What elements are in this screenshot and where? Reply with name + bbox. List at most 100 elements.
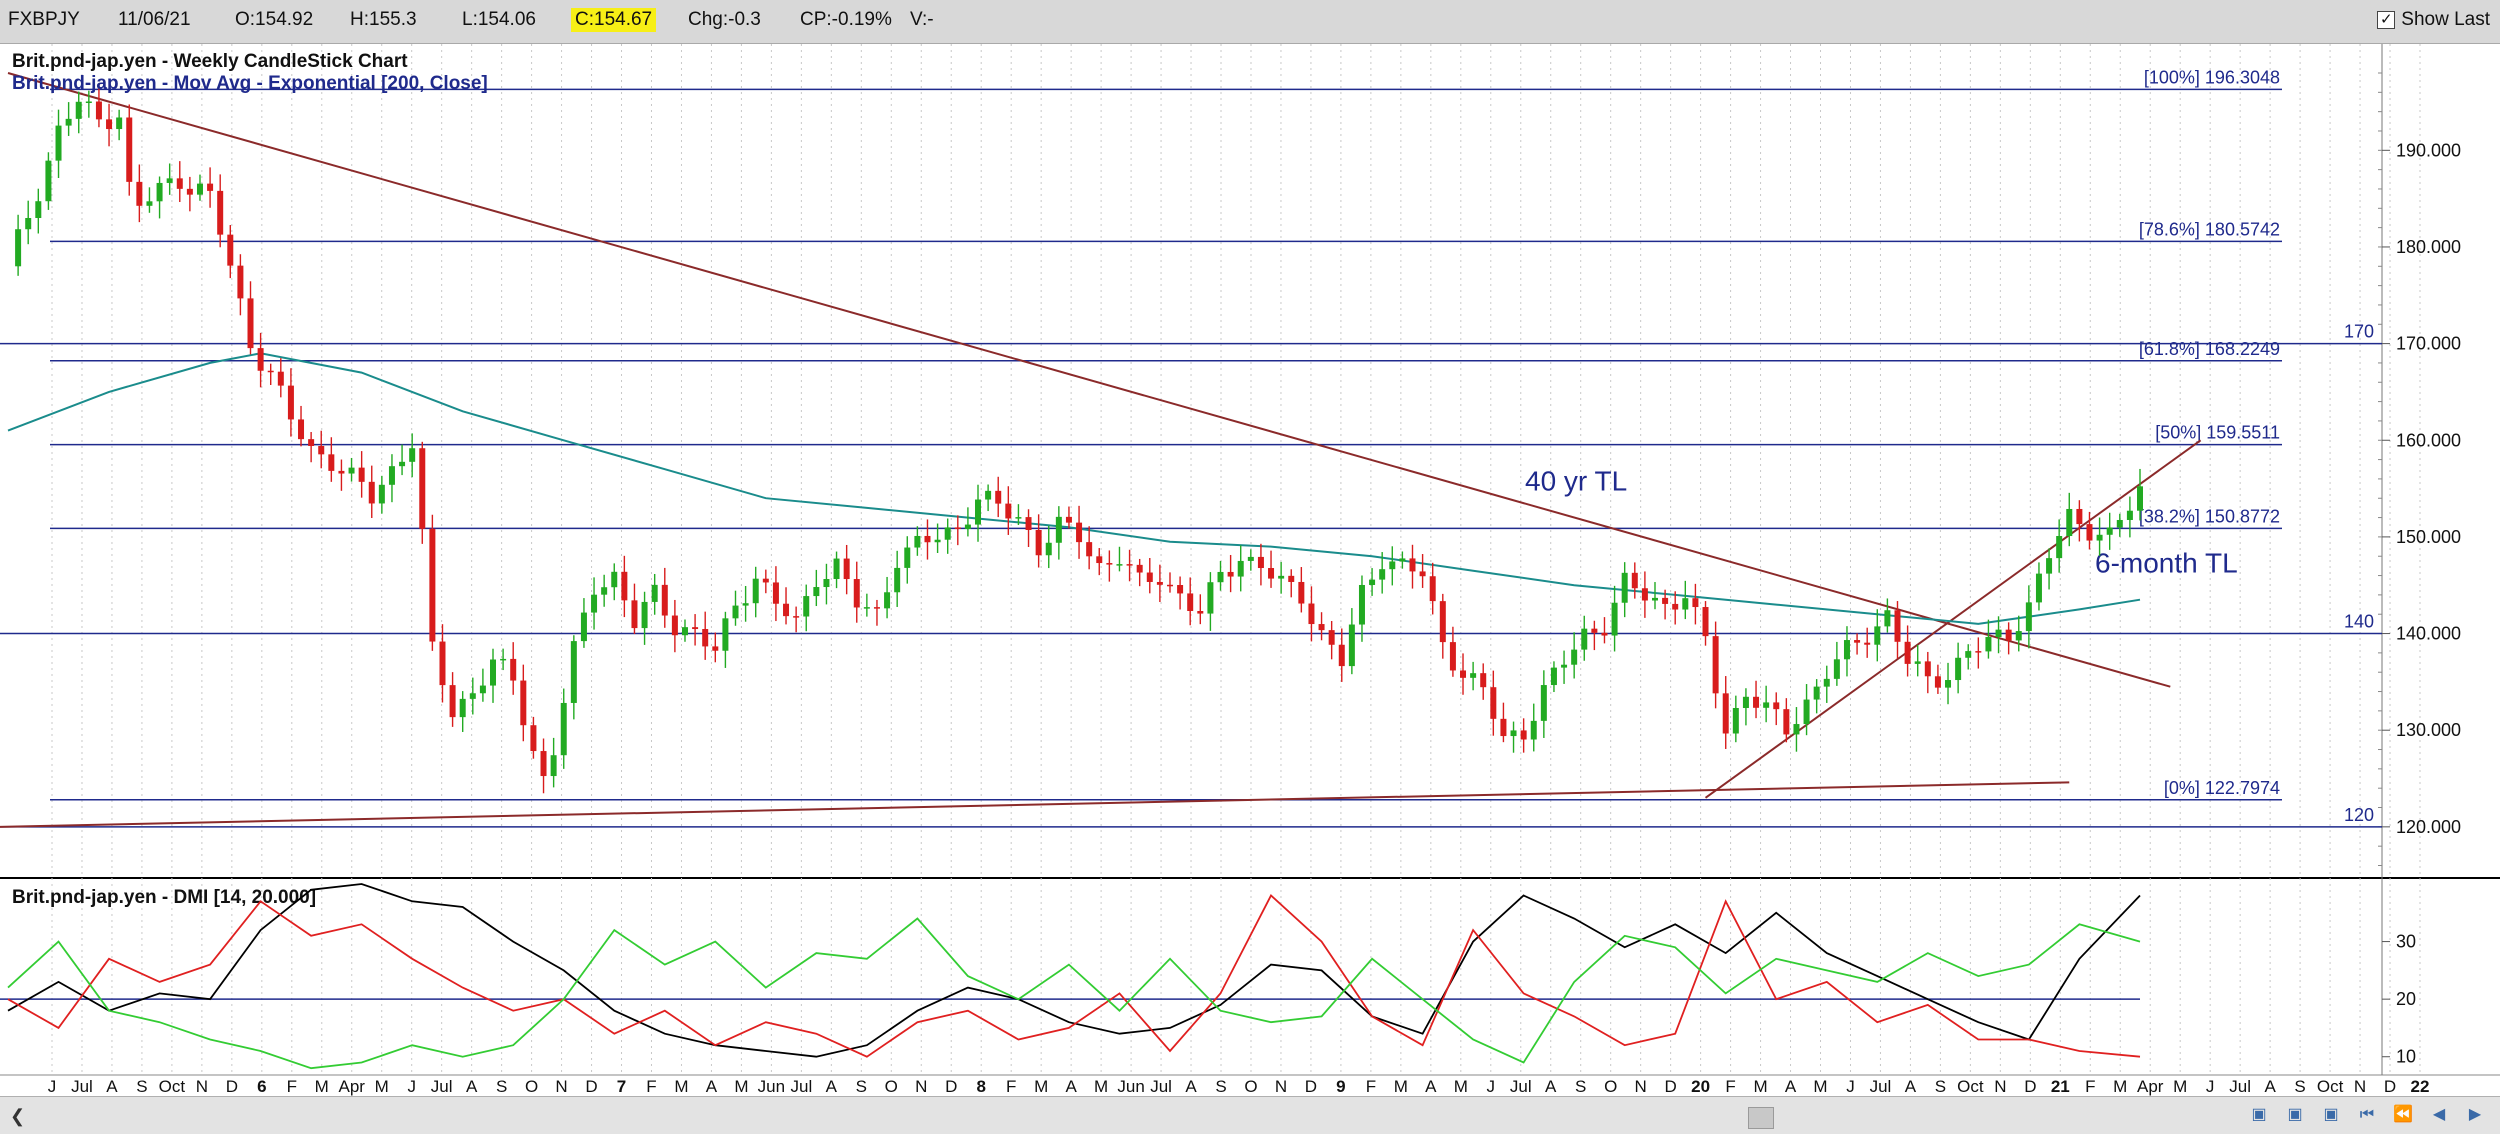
- candle-body: [1268, 568, 1275, 579]
- x-tick-label: D: [2384, 1077, 2396, 1096]
- x-tick-label: Oct: [159, 1077, 186, 1096]
- candle-body: [843, 558, 850, 580]
- candle-body: [318, 446, 325, 455]
- x-tick-label: N: [915, 1077, 927, 1096]
- trendline-support: [0, 781, 2070, 828]
- candle-body: [641, 601, 648, 629]
- candle-body: [1177, 585, 1184, 594]
- x-tick-label: J: [1487, 1077, 1496, 1096]
- candle-body: [742, 603, 749, 606]
- candle-body: [1348, 624, 1355, 667]
- candle-body: [1379, 569, 1386, 580]
- candle-body: [944, 527, 951, 540]
- candle-body: [560, 702, 567, 756]
- zoom-fit-icon[interactable]: ▣: [2323, 1106, 2339, 1123]
- y-tick-label: 190.000: [2396, 140, 2461, 160]
- candle-body: [1621, 572, 1628, 603]
- price-chart-title: Brit.pnd-jap.yen - Weekly CandleStick Ch…: [12, 51, 408, 72]
- show-last-checkbox[interactable]: ✓: [2377, 11, 2396, 29]
- change-percent-value: CP:-0.19%: [800, 9, 892, 30]
- candle-body: [1490, 687, 1497, 719]
- low-value: L:154.06: [462, 9, 536, 30]
- candle-body: [1985, 637, 1992, 652]
- step-left-icon[interactable]: ◀: [2432, 1106, 2446, 1123]
- candle-body: [186, 188, 193, 195]
- candle-body: [2066, 508, 2073, 537]
- candle-body: [1369, 579, 1376, 585]
- dmi-y-tick-label: 30: [2396, 932, 2416, 952]
- candle-body: [267, 370, 274, 373]
- y-tick-label: 140.000: [2396, 624, 2461, 644]
- x-tick-label: M: [734, 1077, 748, 1096]
- candle-body: [1854, 640, 1861, 643]
- x-tick-label: N: [1635, 1077, 1647, 1096]
- overlay-title: Brit.pnd-jap.yen - Mov Avg - Exponential…: [12, 73, 488, 94]
- show-last-toggle[interactable]: ✓ Show Last: [2377, 9, 2490, 31]
- candle-body: [227, 234, 234, 266]
- x-tick-label: D: [2024, 1077, 2036, 1096]
- candle-body: [1742, 696, 1749, 709]
- candle-body: [419, 448, 426, 529]
- dmi-series-line: [7, 917, 2141, 1070]
- candle-body: [1217, 571, 1224, 583]
- fibonacci-level-label: [100%] 196.3048: [2144, 67, 2280, 87]
- x-tick-label: A: [466, 1077, 478, 1096]
- x-tick-label: S: [1935, 1077, 1946, 1096]
- candle-body: [298, 419, 305, 440]
- dmi-chart-title: Brit.pnd-jap.yen - DMI [14, 20.000]: [12, 887, 316, 908]
- page-left-icon[interactable]: ⏪: [2393, 1106, 2413, 1123]
- candle-body: [570, 641, 577, 703]
- candle-body: [116, 117, 123, 130]
- dmi-series-line: [7, 894, 2141, 1058]
- candle-body: [964, 524, 971, 530]
- x-tick-label: J: [48, 1077, 57, 1096]
- candle-body: [1237, 560, 1244, 577]
- candle-body: [2086, 524, 2093, 541]
- x-tick-label: Jun: [758, 1077, 785, 1096]
- scroll-thumb[interactable]: [1748, 1107, 1774, 1129]
- x-tick-label: F: [646, 1077, 656, 1096]
- candle-body: [1753, 696, 1760, 708]
- candle-body: [207, 183, 214, 191]
- candle-body: [1571, 649, 1578, 665]
- x-tick-label: S: [1575, 1077, 1586, 1096]
- first-page-icon[interactable]: ⏮: [2359, 1106, 2375, 1123]
- x-tick-label: M: [2173, 1077, 2187, 1096]
- fibonacci-level-label: [78.6%] 180.5742: [2139, 219, 2280, 239]
- candle-body: [904, 547, 911, 568]
- candle-body: [530, 725, 537, 752]
- candle-body: [1793, 724, 1800, 735]
- scroll-bar[interactable]: ❮ ▣ ▣ ▣ ⏮ ⏪ ◀ ▶: [0, 1096, 2500, 1134]
- candle-body: [2096, 534, 2103, 541]
- candle-body: [1672, 603, 1679, 610]
- candle-body: [1419, 571, 1426, 577]
- candle-body: [35, 201, 42, 219]
- x-tick-label: F: [2085, 1077, 2095, 1096]
- x-tick-label: N: [196, 1077, 208, 1096]
- x-tick-label: A: [106, 1077, 118, 1096]
- x-tick-label: Jul: [790, 1077, 812, 1096]
- x-tick-label: M: [375, 1077, 389, 1096]
- chart-canvas[interactable]: J Jul A S Oct N D 6 F M Apr M J Jul A S O N D 7 F M A M Jun Jul A S…: [0, 44, 2500, 1096]
- y-tick-label: 120.000: [2396, 817, 2461, 837]
- candle-body: [823, 579, 830, 588]
- candle-body: [1540, 685, 1547, 721]
- fibonacci-level-label: [61.8%] 168.2249: [2139, 339, 2280, 359]
- x-tick-label: O: [525, 1077, 538, 1096]
- scroll-left-icon[interactable]: ❮: [10, 1106, 26, 1126]
- step-right-icon[interactable]: ▶: [2468, 1106, 2482, 1123]
- zoom-out-icon[interactable]: ▣: [2251, 1106, 2267, 1123]
- x-tick-label: 22: [2411, 1077, 2430, 1096]
- candle-body: [1358, 584, 1365, 625]
- candle-body: [1945, 680, 1952, 688]
- candle-body: [863, 607, 870, 609]
- candle-body: [1641, 588, 1648, 601]
- horizontal-level-label: 120: [2344, 805, 2374, 825]
- candle-body: [1884, 610, 1891, 627]
- candle-body: [1823, 678, 1830, 687]
- x-tick-label: Apr: [339, 1077, 366, 1096]
- zoom-in-icon[interactable]: ▣: [2287, 1106, 2303, 1123]
- x-tick-label: N: [1994, 1077, 2006, 1096]
- candle-body: [1864, 642, 1871, 645]
- candle-body: [1156, 581, 1163, 585]
